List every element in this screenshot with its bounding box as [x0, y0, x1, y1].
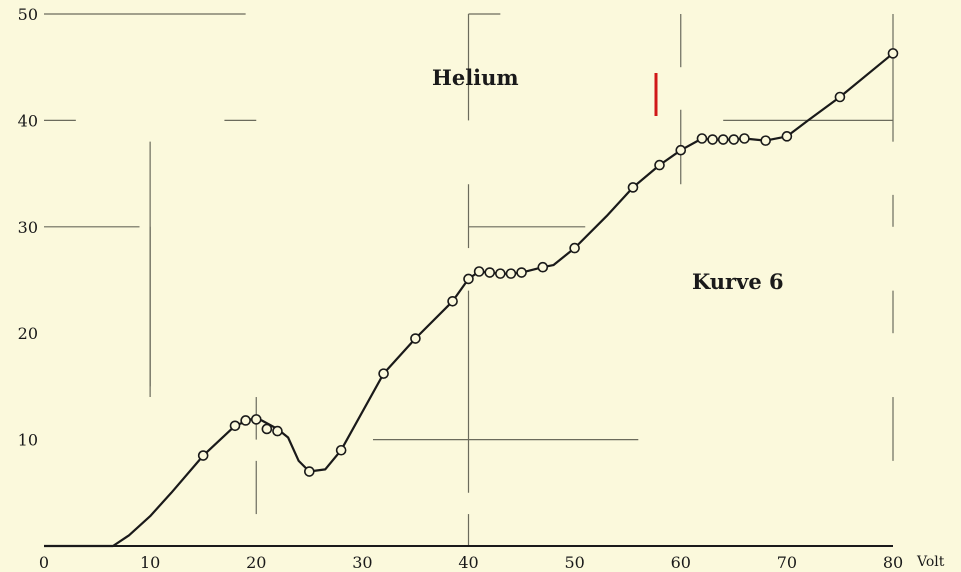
y-tick-label-0: 10	[18, 431, 38, 450]
x-tick-label-6: 60	[671, 553, 691, 572]
x-tick-label-0: 0	[39, 553, 49, 572]
data-point-15	[505, 268, 517, 279]
data-point-12	[473, 266, 485, 277]
data-point-11	[463, 273, 474, 285]
data-point-22	[696, 133, 708, 144]
data-point-2	[240, 415, 251, 426]
data-point-16	[516, 267, 527, 278]
y-tick-label-1: 20	[18, 324, 38, 343]
data-point-4	[261, 423, 273, 435]
data-point-7	[335, 444, 347, 456]
data-point-6	[304, 466, 315, 477]
data-point-10	[447, 295, 458, 307]
data-point-8	[378, 368, 389, 379]
data-point-25	[728, 134, 740, 145]
curve-label: Kurve 6	[692, 269, 784, 294]
x-tick-label-3: 30	[352, 553, 372, 572]
x-tick-label-4: 40	[458, 553, 478, 572]
x-tick-label-7: 70	[777, 553, 797, 572]
data-point-29	[834, 91, 846, 103]
data-point-5	[272, 425, 283, 437]
data-point-19	[627, 182, 639, 193]
x-tick-label-5: 50	[564, 553, 584, 572]
data-point-28	[781, 131, 793, 142]
chart-title: Helium	[432, 65, 519, 90]
data-point-18	[569, 242, 580, 254]
x-tick-label-1: 10	[140, 553, 160, 572]
marker-group	[197, 48, 899, 477]
tick-labels: 0 10 20 30 40 50 60 70 80 10 20 30 40 50	[18, 5, 904, 572]
data-point-21	[675, 144, 687, 156]
data-point-24	[717, 134, 729, 145]
data-point-27	[760, 135, 771, 146]
data-point-14	[495, 268, 506, 279]
y-tick-label-2: 30	[18, 218, 38, 237]
x-tick-label-2: 20	[246, 553, 266, 572]
data-point-1	[229, 420, 241, 432]
data-point-30	[887, 48, 899, 59]
data-point-0	[197, 450, 209, 461]
data-point-3	[250, 414, 262, 425]
data-point-20	[654, 159, 665, 171]
data-point-9	[410, 333, 421, 344]
y-tick-label-3: 40	[18, 111, 38, 130]
x-unit-label: Volt	[916, 554, 945, 570]
data-point-17	[537, 261, 549, 273]
data-point-13	[484, 267, 496, 278]
x-tick-label-8: 80	[883, 553, 903, 572]
y-tick-label-4: 50	[18, 5, 38, 24]
data-point-23	[707, 134, 718, 145]
grid-lines	[44, 13, 894, 546]
data-point-26	[739, 133, 750, 144]
